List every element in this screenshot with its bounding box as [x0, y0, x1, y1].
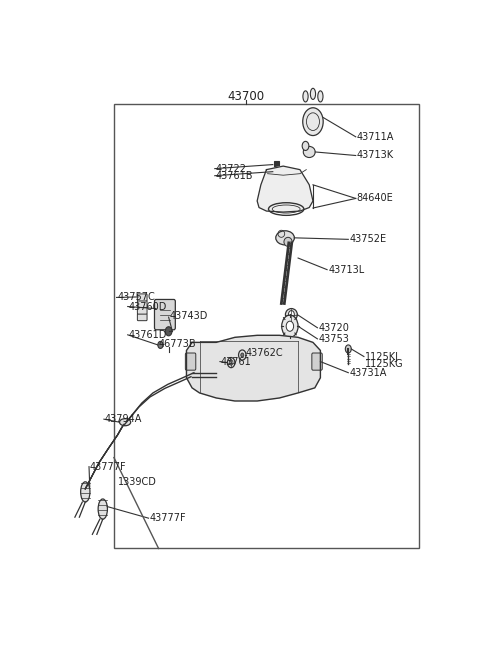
FancyBboxPatch shape — [137, 307, 147, 314]
Bar — [274, 161, 279, 168]
Polygon shape — [186, 335, 321, 401]
Text: 1125KJ: 1125KJ — [365, 352, 399, 361]
Circle shape — [345, 345, 351, 353]
Text: 43720: 43720 — [319, 323, 349, 333]
Text: 84640E: 84640E — [357, 194, 394, 203]
Ellipse shape — [81, 482, 90, 502]
FancyBboxPatch shape — [137, 300, 147, 308]
Text: 43743D: 43743D — [170, 311, 208, 321]
FancyBboxPatch shape — [155, 299, 175, 330]
Text: 46773B: 46773B — [158, 339, 196, 350]
Text: 43777F: 43777F — [149, 513, 186, 523]
FancyBboxPatch shape — [185, 353, 196, 370]
Circle shape — [241, 353, 244, 357]
Ellipse shape — [318, 91, 323, 102]
Text: 43711A: 43711A — [357, 132, 394, 142]
FancyBboxPatch shape — [137, 314, 147, 321]
Polygon shape — [257, 166, 313, 212]
Circle shape — [274, 168, 279, 175]
Text: 43713L: 43713L — [329, 264, 365, 275]
Ellipse shape — [120, 419, 131, 426]
Ellipse shape — [276, 231, 294, 245]
Text: 43762C: 43762C — [246, 348, 284, 358]
Text: 43722: 43722 — [216, 163, 247, 174]
Ellipse shape — [284, 237, 292, 247]
FancyBboxPatch shape — [137, 294, 147, 301]
Ellipse shape — [303, 146, 315, 157]
Text: 43794A: 43794A — [105, 414, 142, 424]
Text: 43761: 43761 — [221, 357, 252, 367]
Text: 43752E: 43752E — [349, 234, 386, 244]
Text: 43761D: 43761D — [129, 330, 167, 340]
Bar — [114, 104, 419, 548]
Text: 1339CD: 1339CD — [118, 477, 156, 487]
FancyBboxPatch shape — [312, 353, 322, 370]
Circle shape — [288, 310, 294, 319]
Circle shape — [165, 327, 172, 336]
Text: 43731A: 43731A — [349, 368, 387, 378]
Circle shape — [286, 321, 294, 331]
Ellipse shape — [303, 108, 323, 136]
Text: 43760D: 43760D — [129, 302, 167, 312]
Ellipse shape — [303, 91, 308, 102]
Ellipse shape — [286, 308, 297, 321]
Circle shape — [158, 341, 163, 348]
Text: 43777F: 43777F — [90, 462, 126, 472]
Text: 43713K: 43713K — [357, 150, 394, 161]
Ellipse shape — [302, 141, 309, 150]
Text: 43761B: 43761B — [216, 171, 253, 180]
Circle shape — [282, 315, 298, 337]
Text: 43757C: 43757C — [118, 293, 156, 302]
Ellipse shape — [311, 89, 315, 100]
Text: 1125KG: 1125KG — [365, 359, 404, 369]
Text: 43753: 43753 — [319, 334, 349, 344]
Ellipse shape — [98, 499, 108, 519]
Text: 43700: 43700 — [228, 90, 264, 103]
